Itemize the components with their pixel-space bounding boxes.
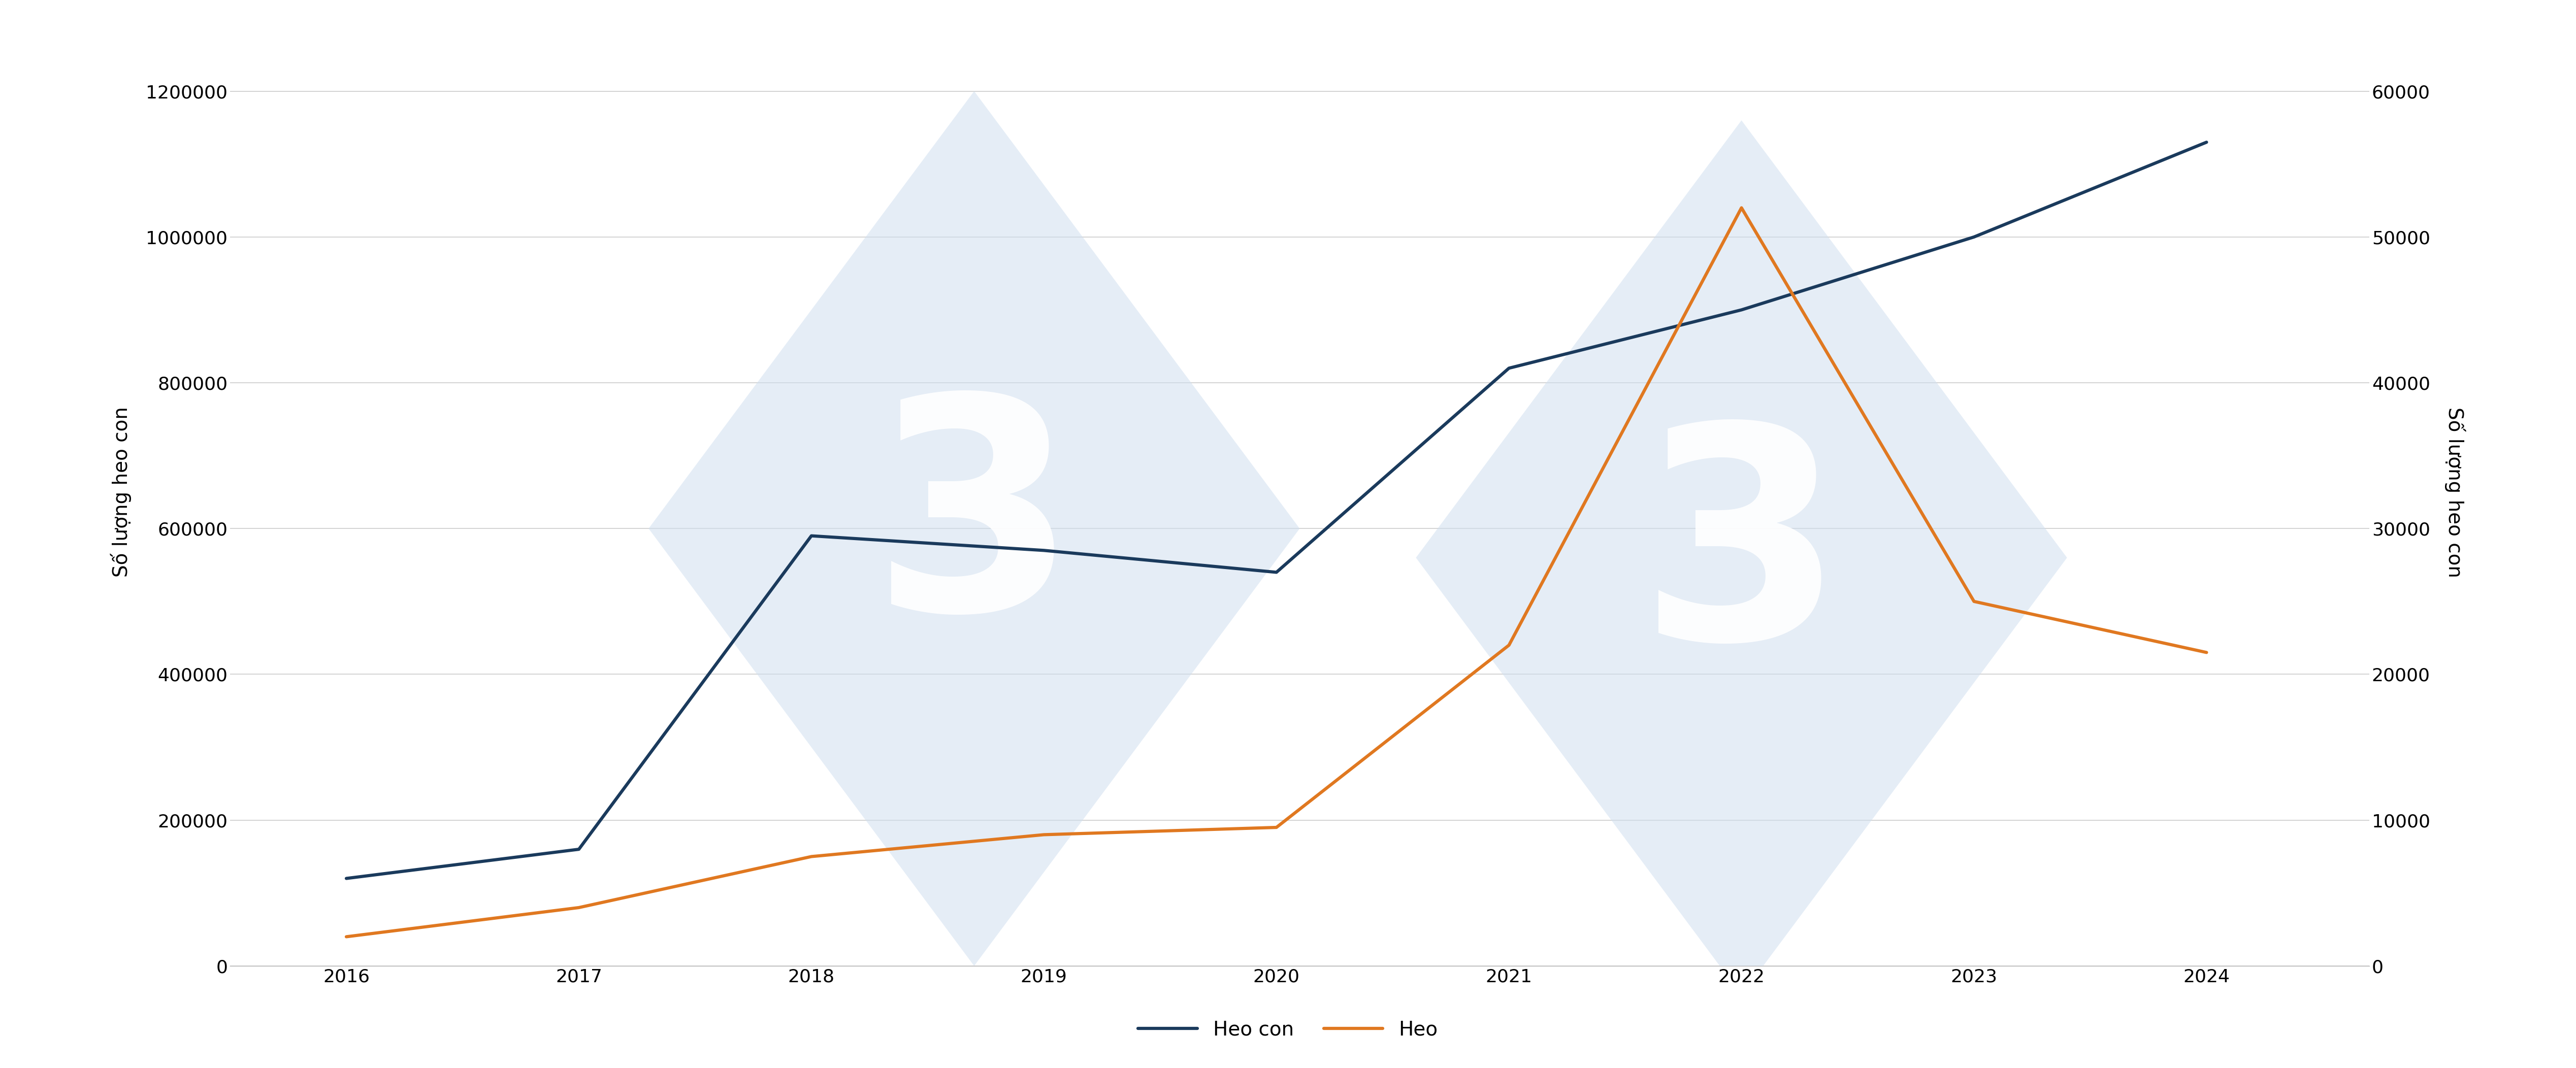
Legend: Heo con, Heo: Heo con, Heo xyxy=(1131,1012,1445,1048)
Polygon shape xyxy=(649,91,1301,965)
Polygon shape xyxy=(1417,121,2066,995)
Y-axis label: Số lượng heo con: Số lượng heo con xyxy=(111,407,131,578)
Text: 3: 3 xyxy=(1638,414,1844,701)
Y-axis label: Số lượng heo con: Số lượng heo con xyxy=(2445,407,2465,578)
Text: 3: 3 xyxy=(871,386,1077,672)
